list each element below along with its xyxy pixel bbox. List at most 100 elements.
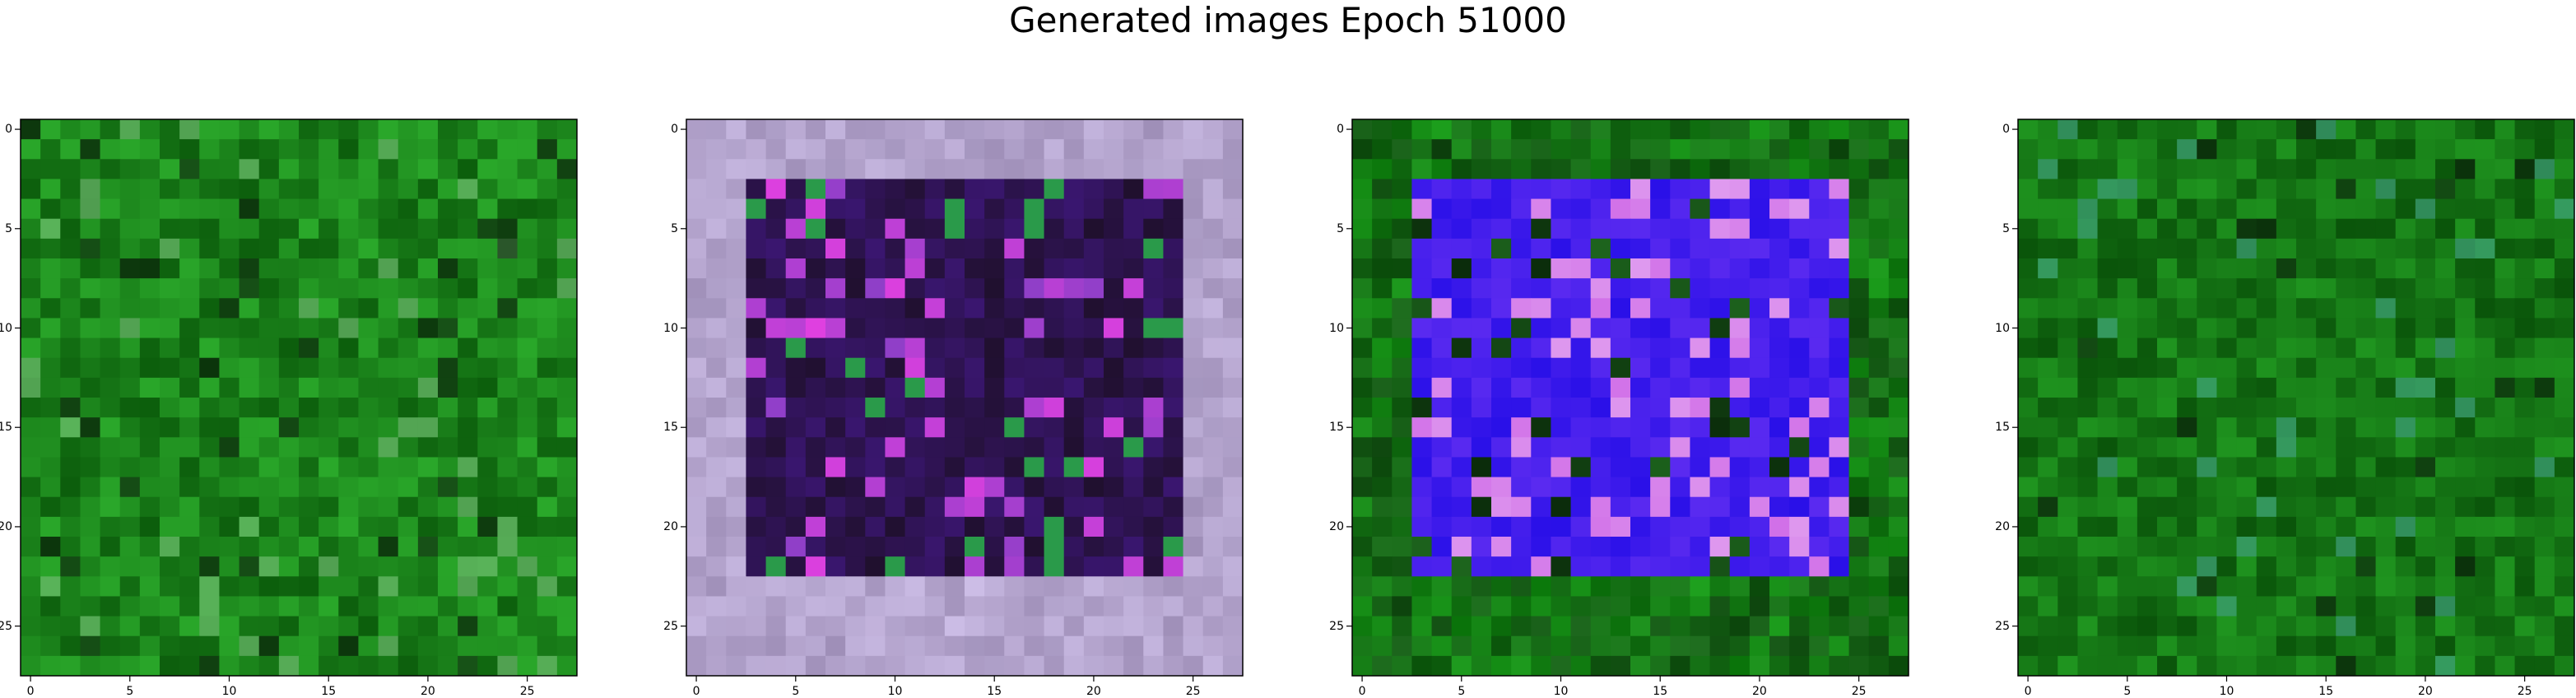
pixel-cell bbox=[1690, 139, 1711, 160]
pixel-cell bbox=[299, 537, 319, 557]
pixel-cell bbox=[398, 398, 419, 418]
pixel-cell bbox=[2236, 198, 2257, 220]
pixel-cell bbox=[1868, 159, 1890, 179]
pixel-cell bbox=[1063, 159, 1085, 179]
pixel-cell bbox=[1222, 576, 1244, 597]
y-tick-label: 0 bbox=[2002, 123, 2010, 137]
pixel-cell bbox=[1411, 398, 1433, 418]
pixel-cell bbox=[1411, 477, 1433, 498]
pixel-cell bbox=[1531, 576, 1551, 597]
pixel-cell bbox=[726, 298, 746, 319]
pixel-cell bbox=[1471, 596, 1492, 617]
pixel-cell bbox=[944, 357, 965, 379]
pixel-cell bbox=[1104, 337, 1124, 359]
pixel-cell bbox=[258, 477, 280, 498]
pixel-cell bbox=[2236, 179, 2257, 200]
pixel-cell bbox=[1590, 357, 1611, 379]
pixel-cell bbox=[2216, 298, 2238, 319]
pixel-cell bbox=[239, 398, 260, 418]
pixel-cell bbox=[556, 457, 578, 478]
pixel-cell bbox=[1789, 258, 1810, 279]
pixel-cell bbox=[2137, 218, 2158, 240]
pixel-cell bbox=[1431, 298, 1453, 319]
pixel-cell bbox=[1044, 218, 1065, 240]
pixel-cell bbox=[299, 457, 319, 478]
pixel-cell bbox=[1709, 556, 1731, 577]
pixel-cell bbox=[1749, 417, 1770, 438]
pixel-cell bbox=[1749, 278, 1770, 299]
pixel-cell bbox=[517, 417, 538, 438]
pixel-cell bbox=[1004, 516, 1025, 537]
pixel-cell bbox=[537, 537, 558, 557]
pixel-cell bbox=[1789, 278, 1810, 299]
pixel-cell bbox=[1670, 139, 1690, 160]
pixel-cell bbox=[1570, 398, 1592, 418]
pixel-cell bbox=[924, 417, 946, 438]
pixel-cell bbox=[2296, 477, 2317, 498]
pixel-cell bbox=[1392, 537, 1412, 557]
pixel-cell bbox=[2395, 159, 2416, 179]
pixel-cell bbox=[2157, 556, 2178, 577]
pixel-cell bbox=[1769, 258, 1790, 279]
pixel-cell bbox=[1471, 119, 1492, 140]
pixel-cell bbox=[1729, 537, 1751, 557]
pixel-cell bbox=[1123, 477, 1144, 498]
pixel-cell bbox=[139, 437, 160, 458]
pixel-cell bbox=[1104, 596, 1124, 617]
pixel-cell bbox=[2177, 357, 2197, 379]
pixel-cell bbox=[1222, 496, 1244, 518]
pixel-cell bbox=[1004, 179, 1025, 200]
pixel-cell bbox=[1202, 238, 1224, 259]
pixel-cell bbox=[179, 139, 200, 160]
pixel-cell bbox=[2216, 537, 2238, 557]
pixel-cell bbox=[1848, 596, 1870, 617]
pixel-cell bbox=[378, 398, 399, 418]
pixel-cell bbox=[1202, 337, 1224, 359]
pixel-cell bbox=[2276, 278, 2297, 299]
pixel-cell bbox=[2117, 179, 2138, 200]
pixel-cell bbox=[1670, 457, 1690, 478]
pixel-cell bbox=[2117, 298, 2138, 319]
pixel-cell bbox=[2316, 417, 2337, 438]
pixel-cell bbox=[1411, 616, 1433, 637]
pixel-cell bbox=[2316, 516, 2337, 537]
pixel-cell bbox=[924, 218, 946, 240]
pixel-cell bbox=[2137, 318, 2158, 339]
pixel-cell bbox=[924, 258, 946, 279]
pixel-cell bbox=[1163, 417, 1184, 438]
pixel-cell bbox=[1729, 357, 1751, 379]
pixel-cell bbox=[2296, 318, 2317, 339]
pixel-cell bbox=[358, 238, 379, 259]
pixel-cell bbox=[1372, 457, 1393, 478]
pixel-cell bbox=[398, 377, 419, 398]
pixel-cell bbox=[1471, 238, 1492, 259]
pixel-cell bbox=[2355, 139, 2377, 160]
pixel-cell bbox=[1690, 198, 1711, 220]
pixel-cell bbox=[1650, 119, 1671, 140]
pixel-cell bbox=[1590, 318, 1611, 339]
pixel-cell bbox=[1222, 278, 1244, 299]
pixel-cell bbox=[865, 377, 886, 398]
pixel-cell bbox=[299, 477, 319, 498]
pixel-cell bbox=[2395, 516, 2416, 537]
pixel-cell bbox=[2435, 635, 2456, 657]
pixel-cell bbox=[944, 318, 965, 339]
pixel-cell bbox=[904, 496, 926, 518]
pixel-cell bbox=[1848, 576, 1870, 597]
pixel-cell bbox=[60, 258, 81, 279]
pixel-cell bbox=[984, 576, 1005, 597]
pixel-cell bbox=[1848, 298, 1870, 319]
pixel-cell bbox=[1670, 655, 1690, 677]
pixel-cell bbox=[2276, 616, 2297, 637]
pixel-cell bbox=[885, 576, 906, 597]
pixel-cell bbox=[2097, 278, 2118, 299]
pixel-cell bbox=[2216, 377, 2238, 398]
pixel-cell bbox=[1670, 298, 1690, 319]
pixel-cell bbox=[845, 457, 866, 478]
pixel-cell bbox=[1709, 655, 1731, 677]
pixel-cell bbox=[179, 496, 200, 518]
pixel-cell bbox=[1004, 238, 1025, 259]
pixel-cell bbox=[1690, 258, 1711, 279]
pixel-cell bbox=[1888, 537, 1909, 557]
pixel-cell bbox=[2534, 496, 2555, 518]
